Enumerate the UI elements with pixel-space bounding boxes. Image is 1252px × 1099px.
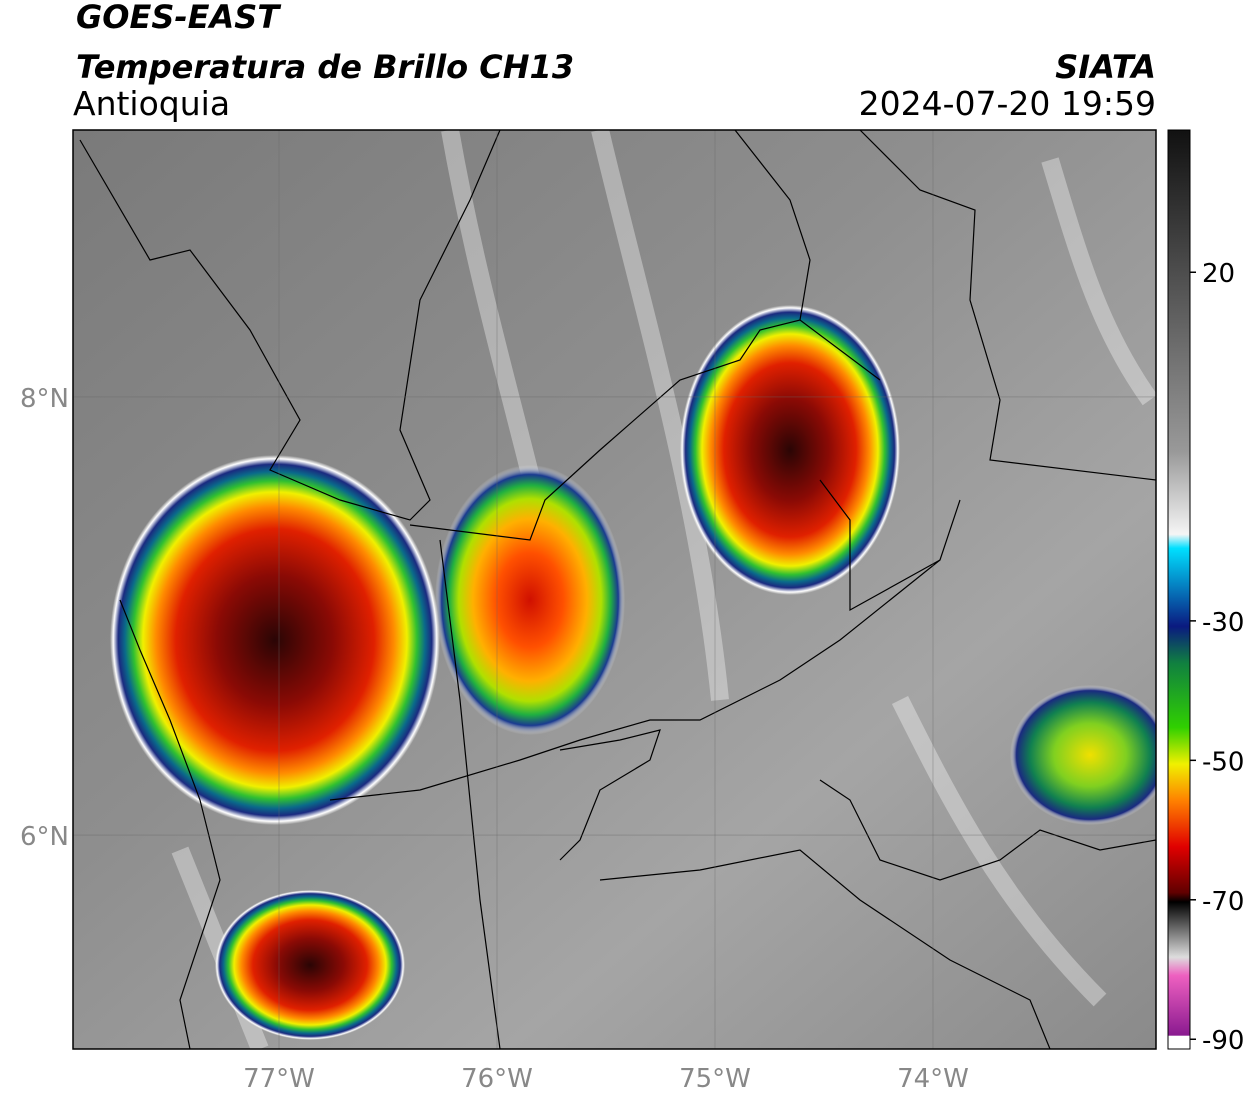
map-frame: [72, 129, 1157, 1050]
datetime: 2024-07-20 19:59: [859, 84, 1156, 123]
graticule: [73, 130, 1156, 1049]
lon-tick-label: 77°W: [243, 1064, 315, 1094]
map: [73, 130, 1156, 1049]
colorbar: [1167, 129, 1191, 1050]
lat-tick-label: 6°N: [20, 822, 69, 852]
lat-tick-label: 8°N: [20, 384, 69, 414]
borders: [79, 130, 1156, 1049]
colorbar-tick-label: -70: [1202, 887, 1244, 917]
subtitle: Temperatura de Brillo CH13: [76, 48, 574, 86]
lon-tick-label: 74°W: [897, 1064, 969, 1094]
colorbar-tick-label: 20: [1202, 259, 1235, 289]
lon-tick-label: 76°W: [461, 1064, 533, 1094]
region: Antioquia: [73, 84, 230, 123]
colorbar-tick-label: -30: [1202, 608, 1244, 638]
colorbar-tick-label: -50: [1202, 747, 1244, 777]
agency: SIATA: [1055, 48, 1156, 86]
title: GOES-EAST: [76, 0, 281, 36]
lon-tick-label: 75°W: [679, 1064, 751, 1094]
colorbar-tick-label: -90: [1202, 1026, 1244, 1056]
storms: [110, 305, 1156, 1040]
